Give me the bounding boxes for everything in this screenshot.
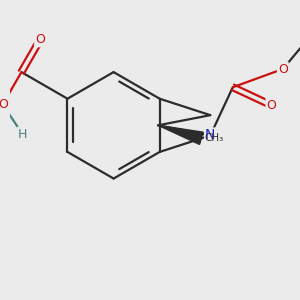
Text: CH₃: CH₃ — [204, 133, 224, 143]
Polygon shape — [158, 125, 203, 144]
Text: O: O — [35, 33, 45, 46]
Text: O: O — [266, 99, 276, 112]
Text: N: N — [205, 128, 215, 142]
Text: H: H — [18, 128, 27, 141]
Text: O: O — [0, 98, 8, 111]
Text: O: O — [278, 62, 288, 76]
